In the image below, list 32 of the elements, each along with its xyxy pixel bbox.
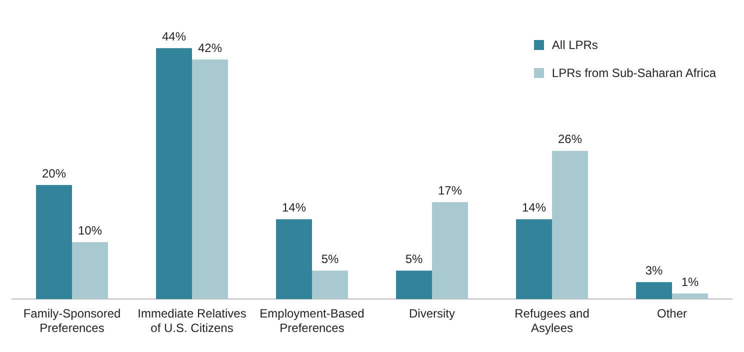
bar [192,60,228,300]
data-label: 3% [645,263,663,278]
data-label: 17% [438,183,462,198]
data-label: 26% [558,132,582,146]
data-label: 20% [42,166,66,180]
legend-label: LPRs from Sub-Saharan Africa [552,66,716,80]
data-label: 44% [162,29,186,44]
bar [36,185,72,300]
bar [432,202,468,300]
data-label: 5% [405,252,423,266]
x-tick-label: Immediate Relatives of U.S. Citizens [138,306,246,336]
bar [396,270,432,300]
x-tick-label: Diversity [408,306,456,321]
data-label: 14% [282,200,306,215]
bar [312,270,348,300]
bar [516,219,552,300]
x-tick-label: Employment-Based Preferences [260,306,364,336]
data-label: 42% [198,40,222,55]
legend-label: All LPRs [552,38,598,52]
data-label: 1% [681,274,699,289]
data-label: 14% [522,200,546,215]
bar [156,48,192,300]
x-tick-label: Refugees and Asylees [514,306,590,336]
bar [72,242,108,300]
x-tick-label: Other [656,306,688,321]
bar [672,293,708,300]
data-label: 10% [78,223,102,238]
x-tick-label: Family-Sponsored Preferences [23,306,121,336]
bar [636,282,672,300]
data-label: 5% [321,252,339,266]
bar [552,150,588,300]
bar [276,219,312,300]
